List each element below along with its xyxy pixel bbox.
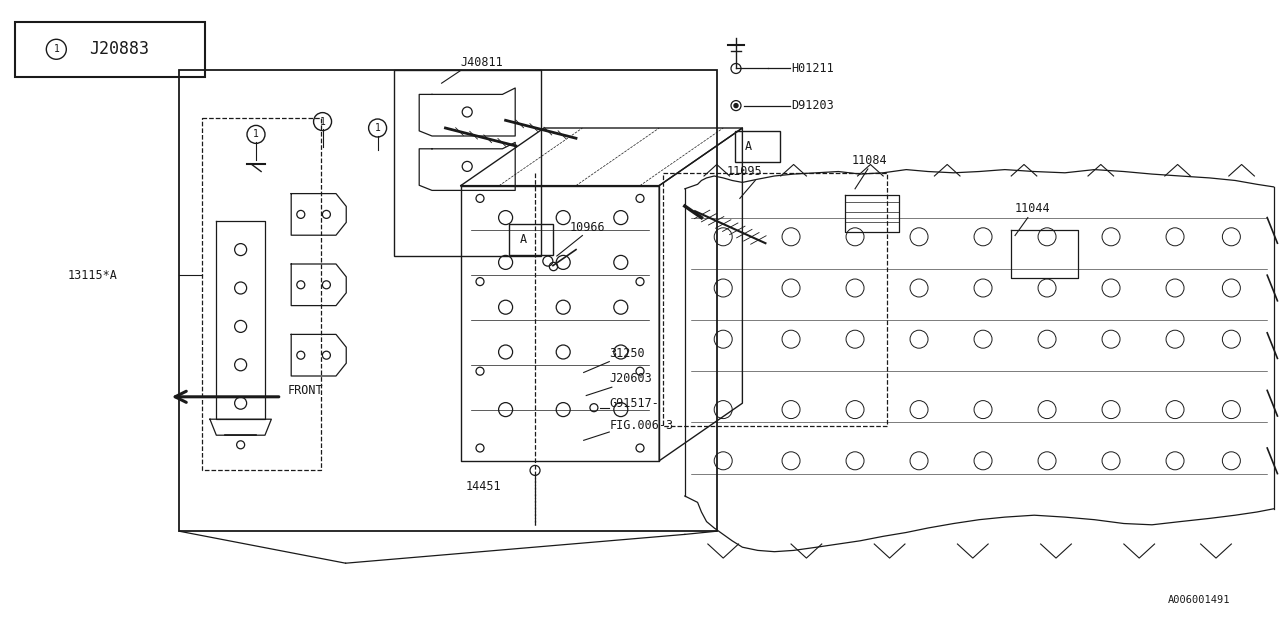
Text: 11084: 11084	[851, 154, 887, 166]
Text: FIG.006-3: FIG.006-3	[609, 419, 673, 432]
Bar	[202, 118, 321, 470]
Text: G91517-: G91517-	[609, 397, 659, 410]
Text: 10966: 10966	[570, 221, 605, 234]
Text: 1: 1	[320, 116, 325, 127]
Bar	[509, 224, 553, 255]
Text: 13115*A: 13115*A	[68, 269, 118, 282]
Text: FRONT: FRONT	[288, 384, 324, 397]
Text: 31250: 31250	[609, 347, 645, 360]
Text: J20603: J20603	[609, 372, 652, 385]
Bar	[15, 22, 205, 77]
Text: 11044: 11044	[1015, 202, 1051, 214]
Text: A006001491: A006001491	[1167, 595, 1230, 605]
Bar	[735, 131, 780, 162]
Text: J40811: J40811	[461, 56, 503, 69]
Bar	[179, 70, 717, 531]
Text: 14451: 14451	[466, 480, 502, 493]
Text: A: A	[745, 140, 753, 153]
Bar	[663, 173, 887, 426]
Circle shape	[733, 104, 739, 108]
Text: J20883: J20883	[90, 40, 150, 58]
Text: 11095: 11095	[727, 165, 763, 178]
Bar	[394, 70, 541, 256]
Text: A: A	[520, 233, 527, 246]
Text: 1: 1	[54, 44, 59, 54]
Text: H01211: H01211	[791, 62, 833, 75]
Text: D91203: D91203	[791, 99, 833, 112]
Text: 1: 1	[253, 129, 259, 140]
Text: 1: 1	[375, 123, 380, 133]
